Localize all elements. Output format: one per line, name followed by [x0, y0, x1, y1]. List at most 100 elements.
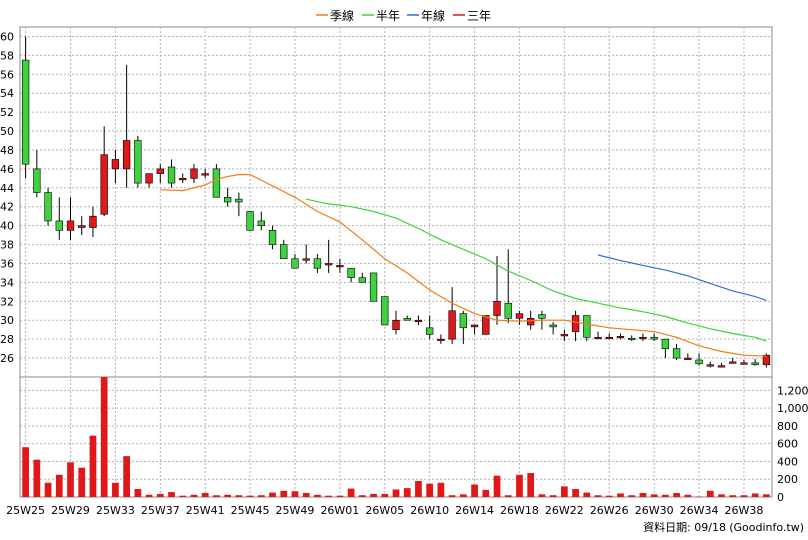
x-tick-label: 26W14 [455, 504, 494, 517]
volume-tick-label: 1,200 [777, 384, 808, 397]
source-label: (Goodinfo.tw) [729, 521, 804, 534]
volume-bar [235, 495, 243, 497]
ma-line [160, 174, 767, 357]
candle-body [538, 314, 546, 319]
grid [20, 27, 772, 497]
candle-body [459, 313, 468, 329]
volume-bar [684, 494, 692, 497]
volume-bar [482, 489, 490, 497]
candle-body [235, 198, 243, 203]
price-tick-label: 38 [0, 239, 14, 252]
volume-bar [280, 490, 288, 497]
footer: 資料日期: 09/18 (Goodinfo.tw) [643, 520, 804, 534]
volume-axis: 0 200 400 600 800 1,000 1,200 [777, 384, 808, 504]
volume-bar [269, 492, 276, 497]
volume-bar [673, 493, 680, 497]
volume-bar [156, 493, 164, 497]
legend-item-year[interactable]: 年線 [407, 8, 445, 23]
candle-body [661, 338, 670, 349]
x-tick-label: 26W34 [680, 504, 719, 517]
volume-bar [381, 493, 389, 497]
volume-tick-label: 200 [777, 473, 798, 486]
price-tick-label: 58 [0, 49, 14, 62]
volume-bar [650, 494, 658, 497]
volume-bar [639, 493, 647, 497]
volume-bar [538, 494, 546, 497]
candle-body [672, 348, 681, 359]
volume-bar [605, 495, 613, 497]
x-axis: 25W25 25W29 25W33 25W37 25W41 25W45 25W49 26W01… [6, 504, 763, 517]
volume-tick-label: 400 [777, 455, 798, 468]
volume-bars [22, 377, 770, 498]
volume-bar [594, 495, 602, 497]
candle-body [167, 166, 176, 184]
volume-bar [718, 494, 725, 497]
volume-bar [493, 475, 501, 497]
price-tick-label: 50 [0, 125, 14, 138]
candle-body [336, 265, 344, 268]
volume-bar [325, 495, 333, 497]
candle-body [33, 168, 41, 193]
candle-body [111, 159, 120, 170]
candle-body [616, 336, 625, 339]
candle-body [392, 319, 400, 331]
legend-item-quarter[interactable]: 季線 [316, 8, 354, 23]
candle-body [403, 318, 411, 321]
volume-bar [100, 377, 108, 497]
price-tick-label: 34 [0, 276, 14, 289]
volume-bar [763, 494, 770, 497]
candle-body [44, 192, 52, 222]
price-tick-label: 28 [0, 333, 14, 346]
volume-bar [201, 493, 209, 497]
price-tick-label: 36 [0, 257, 14, 270]
x-tick-label: 25W25 [6, 504, 45, 517]
price-tick-label: 48 [0, 144, 14, 157]
volume-bar [347, 488, 355, 497]
candlesticks [21, 36, 771, 368]
candle-body [291, 258, 299, 269]
candle-body [650, 336, 658, 340]
candle-body [268, 230, 277, 245]
candle-body [605, 336, 613, 340]
ma-line [306, 198, 767, 342]
price-tick-label: 40 [0, 220, 14, 233]
candle-body [280, 244, 288, 260]
candle-body [21, 59, 30, 165]
volume-bar [145, 494, 153, 497]
candle-body [55, 220, 63, 231]
candle-body [717, 365, 726, 368]
x-tick-label: 26W38 [725, 504, 764, 517]
volume-tick-label: 800 [777, 420, 798, 433]
volume-bar [336, 495, 344, 497]
candle-body [358, 277, 366, 283]
legend-label-year: 年線 [421, 8, 445, 23]
legend-item-threeyear[interactable]: 三年 [453, 9, 491, 23]
x-tick-label: 25W41 [186, 504, 225, 517]
candle-body [66, 220, 75, 231]
volume-bar [516, 474, 523, 497]
volume-tick-label: 600 [777, 438, 798, 451]
candle-body [257, 220, 265, 226]
legend: 季線 半年 年線 三年 [316, 8, 491, 23]
candle-body [426, 327, 434, 335]
candle-body [145, 173, 153, 184]
price-tick-label: 42 [0, 201, 14, 214]
candle-body [134, 140, 142, 184]
volume-bar [740, 495, 748, 497]
volume-bar [706, 490, 714, 497]
price-tick-label: 26 [0, 352, 14, 365]
volume-bar [426, 483, 434, 497]
x-tick-label: 25W45 [231, 504, 270, 517]
candle-body [89, 215, 97, 228]
candle-body [628, 337, 636, 341]
data-date-label: 資料日期: 09/18 [643, 520, 726, 534]
candle-body [729, 361, 737, 364]
candle-body [156, 168, 164, 174]
legend-item-halfyear[interactable]: 半年 [362, 9, 400, 23]
candle-body [190, 168, 198, 179]
volume-bar [695, 496, 703, 498]
volume-bar [44, 482, 52, 497]
candle-body [324, 263, 333, 266]
candle-body [549, 324, 557, 328]
volume-bar [257, 495, 265, 497]
